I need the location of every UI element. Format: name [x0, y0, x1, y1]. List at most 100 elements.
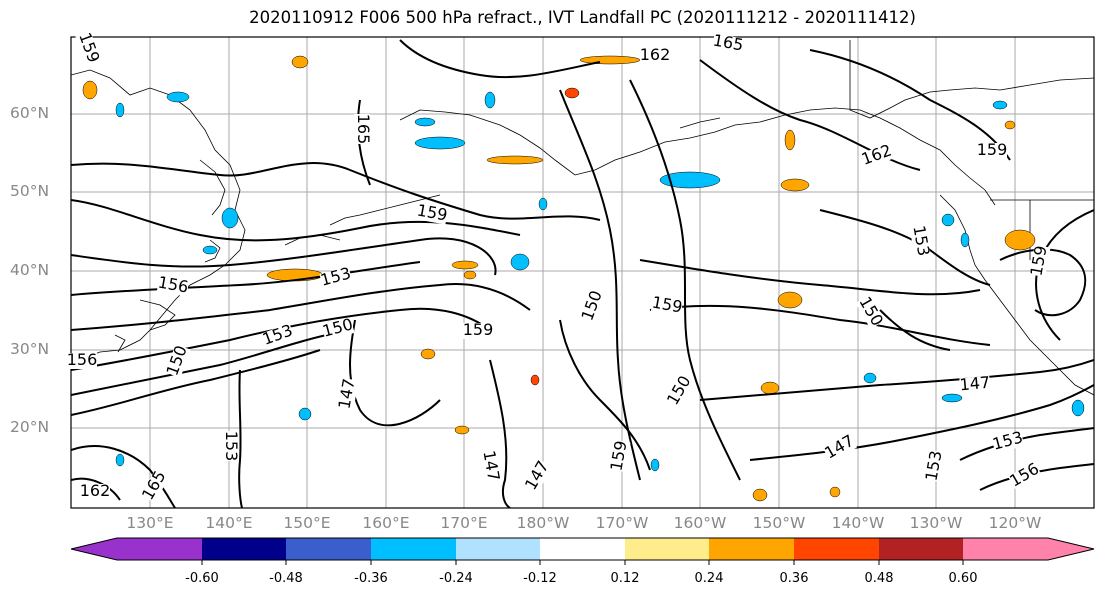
lat-label: 20°N — [10, 418, 50, 436]
colorbar-segment — [456, 538, 540, 560]
contour-label-bg — [354, 114, 370, 144]
contour-label: 153 — [990, 427, 1024, 453]
lon-label: 130°W — [909, 514, 963, 532]
lon-label: 130°E — [126, 514, 174, 532]
contour-label-bg — [665, 374, 695, 408]
contour-label: 147 — [821, 431, 857, 463]
lon-label: 150°E — [283, 514, 331, 532]
lon-label: 170°W — [595, 514, 649, 532]
contour-label: 165 — [138, 467, 170, 503]
lon-label: 140°W — [831, 514, 885, 532]
lat-label: 60°N — [10, 104, 50, 122]
contour-label-bg — [80, 484, 110, 500]
contour-label: 156 — [157, 273, 190, 297]
contour-label-bg — [75, 31, 101, 65]
lon-label: 180°W — [516, 514, 570, 532]
contour-label-bg — [855, 295, 885, 329]
colorbar-tick-label: 0.36 — [779, 571, 809, 586]
contour-label-bg — [337, 377, 359, 411]
contour-label: 159 — [607, 439, 631, 472]
colorbar-segment — [794, 538, 879, 560]
contour-label-bg — [860, 143, 894, 169]
colorbar-tick-label: -0.24 — [439, 571, 473, 586]
colorbar-tick-label: -0.60 — [185, 571, 219, 586]
contour-label-bg — [319, 266, 353, 290]
colorbar-tick-label: -0.12 — [523, 571, 557, 586]
contour-label-bg — [959, 375, 991, 395]
contour-label: 147 — [335, 377, 359, 410]
colorbar-segment — [879, 538, 963, 560]
lon-label: 160°W — [673, 514, 727, 532]
contour-label-bg — [823, 433, 857, 463]
contour-label: 153 — [909, 224, 933, 257]
contour-label-bg — [261, 323, 295, 349]
colorbar-extend-max — [1048, 538, 1094, 560]
contour-label: 150 — [162, 343, 190, 378]
contour-label: 165 — [712, 31, 745, 55]
lat-label: 40°N — [10, 261, 50, 279]
contour-label: 159 — [651, 293, 684, 317]
contour-label-bg — [640, 48, 670, 64]
contour-label: 159 — [75, 30, 103, 65]
contour-label-bg — [523, 459, 553, 493]
contour-lines — [71, 39, 1094, 508]
colorbar-segment — [540, 538, 583, 560]
colorbar-segment — [202, 538, 286, 560]
lon-label: 160°E — [362, 514, 410, 532]
contour-label-bg — [140, 469, 170, 503]
contour-label-bg — [909, 224, 931, 258]
contour-label: 150 — [577, 288, 605, 323]
contour-label: 150 — [320, 314, 354, 340]
lon-label: 140°E — [205, 514, 253, 532]
colorbar-segment — [709, 538, 794, 560]
contour-label: 162 — [859, 140, 894, 168]
colorbar-tick-label: 0.60 — [948, 571, 978, 586]
contour-label-bg — [1029, 244, 1051, 278]
lon-label: 150°W — [752, 514, 806, 532]
lon-label: 170°E — [440, 514, 488, 532]
contour-label-bg — [321, 317, 355, 341]
contour-label: 159 — [977, 140, 1008, 159]
colorbar-segment — [371, 538, 456, 560]
colorbar-tick-label: 0.12 — [610, 571, 640, 586]
colorbar-segment — [286, 538, 371, 560]
contour-label: 150 — [855, 293, 887, 329]
lon-label: 120°W — [988, 514, 1042, 532]
contour-label-bg — [165, 344, 191, 378]
colorbar-tick-label: 0.24 — [694, 571, 724, 586]
map-gridlines — [71, 37, 1094, 508]
colorbar-segment — [963, 538, 1048, 560]
contour-label: 162 — [80, 481, 111, 500]
colorbar-outline — [70, 537, 1095, 561]
contour-label-bg — [580, 289, 606, 323]
colorbar-extend-min — [71, 538, 117, 560]
contour-label-bg — [479, 449, 501, 483]
contour-label: 165 — [354, 114, 373, 145]
contour-label-bg — [609, 439, 631, 473]
contour-label-bg — [463, 323, 493, 339]
contour-label: 162 — [640, 45, 671, 64]
contour-label: 153 — [222, 431, 241, 462]
contour-label: 156 — [1006, 459, 1042, 491]
colorbar-segment — [583, 538, 625, 560]
contour-label: 153 — [922, 449, 946, 482]
contour-label-bg — [1008, 461, 1042, 491]
contour-label: 147 — [959, 373, 991, 395]
lat-label: 50°N — [10, 182, 50, 200]
contour-label: 147 — [479, 449, 503, 482]
contour-label: 150 — [663, 372, 695, 408]
colorbar-tick-label: -0.48 — [269, 571, 303, 586]
colorbar-tick-label: 0.48 — [864, 571, 894, 586]
contour-label: 156 — [67, 350, 98, 369]
contour-label-bg — [156, 275, 190, 297]
contour-label: 153 — [318, 263, 352, 289]
colorbar — [70, 537, 1095, 565]
contour-label: 159 — [1027, 244, 1051, 277]
contour-label-bg — [711, 33, 745, 55]
colorbar-segment — [117, 538, 202, 560]
map-frame — [70, 36, 1095, 509]
contour-label-bg — [222, 431, 238, 461]
contour-label-bg — [650, 295, 684, 317]
shading-patches — [82, 55, 1085, 502]
